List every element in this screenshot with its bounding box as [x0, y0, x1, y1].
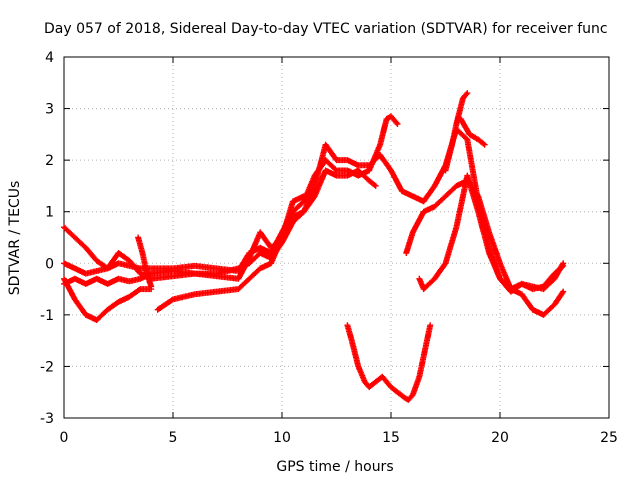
y-tick-label: 1 — [45, 205, 54, 221]
data-points — [61, 113, 401, 277]
series-track-5 — [135, 234, 155, 290]
y-tick-label: 4 — [45, 50, 54, 66]
y-axis-title: SDTVAR / TECUs — [7, 181, 23, 296]
data-series — [61, 90, 567, 403]
data-points — [457, 115, 488, 148]
y-tick-labels: -3 -2 -1 0 1 2 3 4 — [40, 50, 54, 427]
x-tick-label: 0 — [60, 430, 69, 446]
axis-ticks — [63, 56, 610, 419]
y-tick-label: -3 — [40, 411, 54, 427]
x-tick-label: 15 — [382, 430, 400, 446]
x-tick-label: 5 — [169, 430, 178, 446]
y-tick-label: 3 — [45, 102, 54, 118]
series-track-8 — [416, 172, 567, 295]
series-track-9 — [442, 90, 471, 174]
x-axis-title: GPS time / hours — [276, 459, 393, 475]
y-tick-label: -1 — [40, 308, 54, 324]
grid — [64, 57, 609, 418]
x-tick-label: 10 — [273, 430, 291, 446]
y-tick-label: 2 — [45, 153, 54, 169]
data-points — [135, 234, 155, 290]
data-points — [416, 172, 567, 295]
y-tick-label: -2 — [40, 359, 54, 375]
series-track-4 — [61, 275, 155, 323]
plot-frame — [63, 56, 610, 419]
series-track-10 — [457, 115, 488, 148]
data-points — [61, 275, 155, 323]
x-tick-label: 20 — [491, 430, 509, 446]
data-points — [344, 322, 434, 403]
y-tick-label: 0 — [45, 256, 54, 272]
x-tick-label: 25 — [600, 430, 618, 446]
data-points — [442, 90, 471, 174]
series-track-6 — [154, 193, 307, 313]
chart-title: Day 057 of 2018, Sidereal Day-to-day VTE… — [44, 21, 608, 37]
series-track-11 — [344, 322, 434, 403]
x-tick-labels: 0 5 10 15 20 25 — [60, 430, 618, 446]
series-track-2 — [61, 113, 401, 277]
data-points — [154, 193, 307, 313]
